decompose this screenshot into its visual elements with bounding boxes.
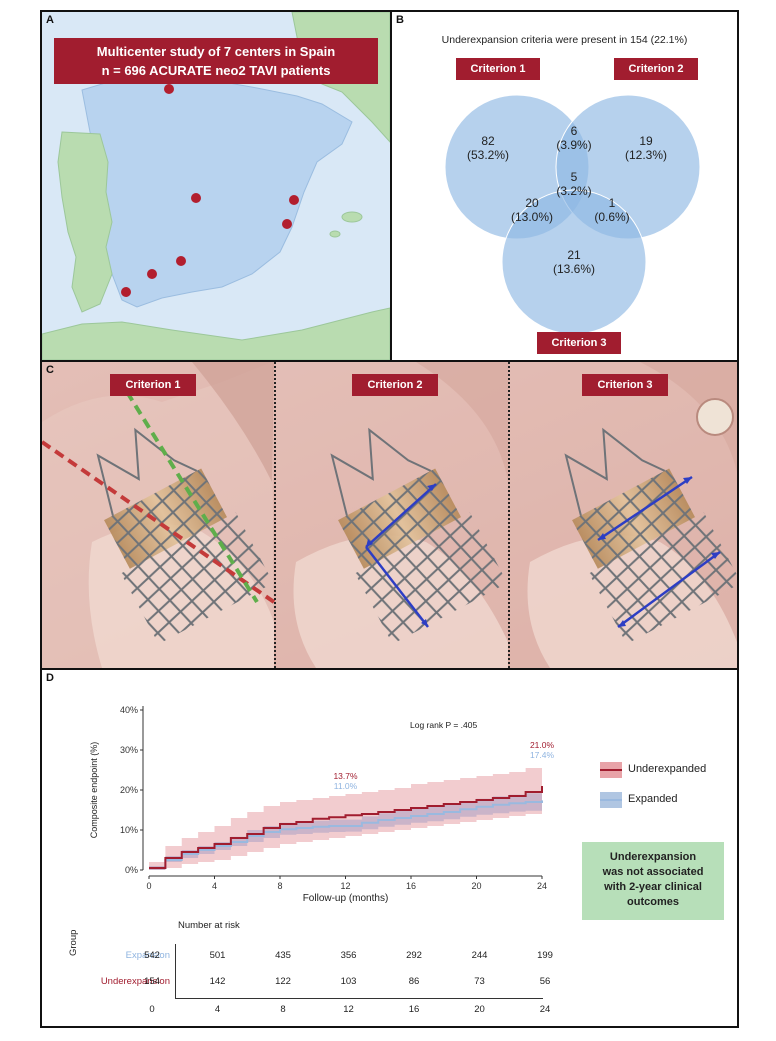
panel-c-label: C	[46, 364, 54, 376]
panel-c-criterion-2-label: Criterion 2	[352, 374, 438, 396]
risk-count: 86	[408, 976, 420, 987]
panel-c-criterion-1-label: Criterion 1	[110, 374, 196, 396]
valve-illustration-2	[276, 362, 508, 668]
x-tick-label: 0	[146, 881, 151, 891]
panel-c-criterion-3-label: Criterion 3	[582, 374, 668, 396]
valve-illustration-3	[510, 362, 737, 668]
percent-annotation: 21.0%	[530, 740, 555, 750]
y-axis-label: Composite endpoint (%)	[89, 742, 99, 839]
risk-count: 501	[209, 950, 226, 961]
risk-table-title: Number at risk	[178, 920, 240, 931]
panel-b-label: B	[396, 14, 404, 26]
venn-region-1-3: 20 (13.0%)	[510, 196, 554, 224]
percent-annotation: 17.4%	[530, 750, 555, 760]
panel-b: B Underexpansion criteria were present i…	[390, 10, 739, 362]
center-marker	[121, 287, 131, 297]
center-marker	[164, 84, 174, 94]
valve-illustration-1	[42, 362, 276, 668]
valve-illustrations	[42, 362, 737, 668]
x-axis-label: Follow-up (months)	[303, 893, 389, 904]
risk-count: 73	[474, 976, 485, 987]
risk-x-tick: 8	[280, 1004, 286, 1015]
risk-count: 356	[340, 950, 357, 961]
y-tick-label: 0%	[125, 865, 138, 875]
risk-x-tick: 20	[474, 1004, 485, 1015]
venn-region-2-3: 1 (0.6%)	[594, 196, 630, 224]
center-marker	[289, 195, 299, 205]
criterion2-arrow-lower	[365, 546, 429, 628]
x-tick-label: 12	[340, 881, 350, 891]
risk-x-tick: 16	[408, 1004, 420, 1015]
venn-region-only1: 82 (53.2%)	[466, 134, 510, 162]
risk-count: 435	[275, 950, 291, 961]
chart-legend: Underexpanded Expanded	[590, 756, 740, 816]
x-tick-label: 16	[406, 881, 416, 891]
risk-x-tick: 4	[214, 1004, 221, 1015]
y-tick-label: 10%	[120, 825, 138, 835]
panel-d-label: D	[46, 672, 54, 684]
criterion3-arrow-lower	[617, 550, 721, 629]
criterion1-green-dashed-line	[125, 390, 259, 604]
venn-region-only2: 19 (12.3%)	[624, 134, 668, 162]
risk-count: 244	[471, 950, 488, 961]
risk-count: 154	[144, 976, 160, 987]
center-marker	[191, 193, 201, 203]
risk-x-tick: 12	[343, 1004, 354, 1015]
center-marker	[147, 269, 157, 279]
legend-swatch-underexpanded	[600, 762, 622, 778]
center-marker	[176, 256, 186, 266]
ci-band-expanded	[149, 790, 542, 870]
y-tick-label: 30%	[120, 745, 138, 755]
risk-count: 292	[406, 950, 422, 961]
risk-x-tick: 24	[539, 1004, 551, 1015]
panel-a: A Multicenter study of 7 centers in Spai…	[40, 10, 392, 362]
x-tick-label: 20	[471, 881, 481, 891]
risk-count: 199	[537, 950, 553, 961]
venn-region-only3: 21 (13.6%)	[552, 248, 596, 276]
x-tick-label: 8	[277, 881, 282, 891]
study-title-line1: Multicenter study of 7 centers in Spain	[96, 44, 336, 59]
percent-annotation: 13.7%	[333, 771, 358, 781]
criterion-2-label: Criterion 2	[614, 58, 698, 80]
km-chart: 0% 10% 20% 30% 40% 0 4 8 12 16 20 24 Follow-up (mont…	[89, 705, 555, 904]
venn-diagram	[444, 94, 701, 335]
panel-c-separator-1	[274, 362, 276, 668]
legend-label-underexpanded: Underexpanded	[628, 763, 707, 775]
risk-count: 122	[275, 976, 291, 987]
legend-swatch-expanded	[600, 792, 622, 808]
risk-count: 542	[144, 950, 160, 961]
study-title-line2: n = 696 ACURATE neo2 TAVI patients	[101, 63, 331, 78]
venn-title: Underexpansion criteria were present in …	[441, 34, 688, 46]
center-marker	[282, 219, 292, 229]
panel-c: C Criterion 1 Criterion 2 Criterion 3	[40, 360, 739, 670]
study-title-box: Multicenter study of 7 centers in Spain …	[54, 38, 378, 84]
panel-c-separator-2	[508, 362, 510, 668]
criterion-3-label: Criterion 3	[537, 332, 621, 354]
x-tick-label: 4	[212, 881, 217, 891]
panel-a-label: A	[46, 14, 54, 26]
log-rank-p: Log rank P = .405	[410, 720, 478, 730]
risk-x-tick: 0	[149, 1004, 155, 1015]
criterion3-arrow-upper	[597, 475, 693, 542]
risk-group-name: Underexpansion	[100, 976, 170, 987]
risk-count: 56	[539, 976, 551, 987]
venn-region-1-2: 6 (3.9%)	[556, 124, 592, 152]
portugal-landmass	[57, 131, 113, 313]
risk-count: 103	[340, 976, 357, 987]
criterion2-arrow-upper	[365, 483, 437, 548]
legend-label-expanded: Expanded	[628, 793, 678, 805]
risk-count: 142	[209, 976, 226, 987]
percent-annotation: 11.0%	[334, 781, 358, 791]
y-tick-label: 20%	[120, 785, 138, 795]
criterion-1-label: Criterion 1	[456, 58, 540, 80]
panel-d: D 0% 10% 20% 30% 40% 0 4 8 12 16 20 24 Follow-up (mo…	[40, 668, 739, 1028]
y-tick-label: 40%	[120, 705, 138, 715]
x-tick-label: 24	[537, 881, 547, 891]
risk-table: Expansion 542 501 435 356 292 244 199 Underexpan…	[42, 936, 562, 1026]
risk-group-name: Expansion	[125, 950, 170, 961]
venn-region-1-2-3: 5 (3.2%)	[556, 170, 592, 198]
conclusion-callout: Underexpansion was not associated with 2…	[582, 842, 724, 920]
km-line-underexpanded	[149, 786, 543, 869]
